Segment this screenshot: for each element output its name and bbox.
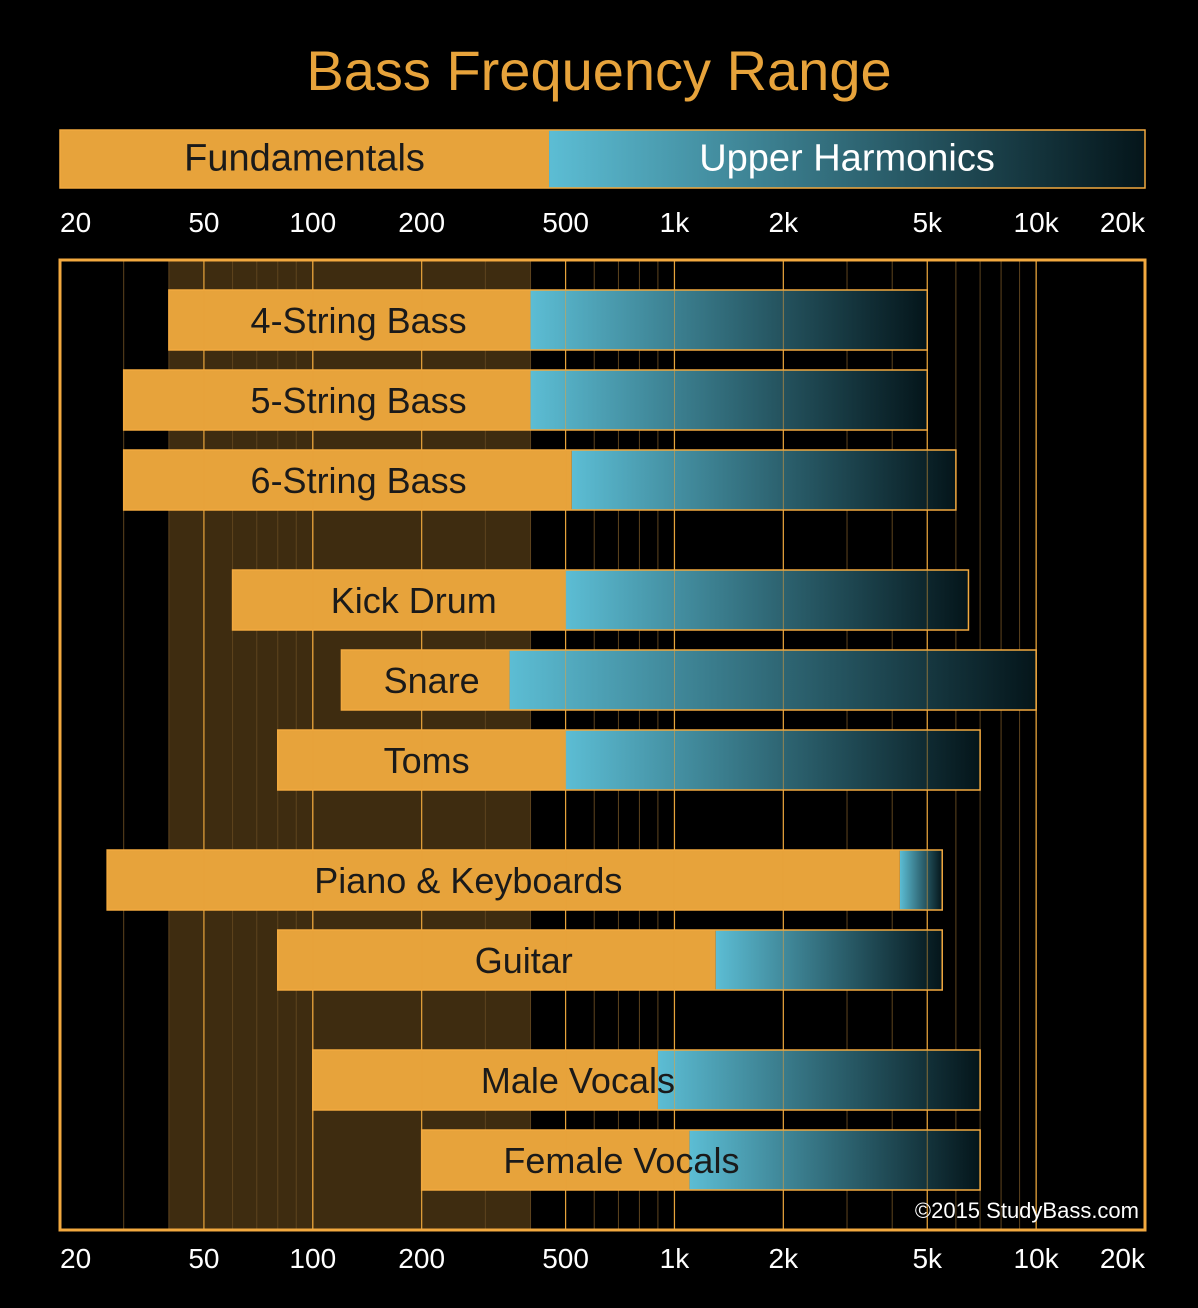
- instrument-label: Piano & Keyboards: [314, 860, 622, 901]
- instrument-row: Kick Drum: [233, 570, 969, 630]
- instrument-label: Guitar: [475, 940, 573, 981]
- instrument-label: Female Vocals: [503, 1140, 739, 1181]
- axis-tick-bottom: 1k: [660, 1243, 691, 1274]
- axis-tick-bottom: 20k: [1100, 1243, 1146, 1274]
- axis-tick-top: 10k: [1014, 207, 1060, 238]
- axis-tick-top: 2k: [769, 207, 800, 238]
- axis-tick-bottom: 500: [542, 1243, 589, 1274]
- axis-tick-top: 200: [398, 207, 445, 238]
- axis-tick-top: 5k: [912, 207, 943, 238]
- copyright-text: ©2015 StudyBass.com: [915, 1198, 1139, 1223]
- harmonics-bar: [566, 730, 981, 790]
- instrument-row: Male Vocals: [313, 1050, 980, 1110]
- instrument-row: Snare: [341, 650, 1036, 710]
- axis-tick-top: 100: [289, 207, 336, 238]
- harmonics-bar: [572, 450, 956, 510]
- instrument-row: 5-String Bass: [124, 370, 928, 430]
- axis-tick-bottom: 20: [60, 1243, 91, 1274]
- axis-tick-bottom: 10k: [1014, 1243, 1060, 1274]
- axis-tick-bottom: 5k: [912, 1243, 943, 1274]
- instrument-label: 6-String Bass: [251, 460, 467, 501]
- instrument-label: Kick Drum: [331, 580, 497, 621]
- harmonics-bar: [716, 930, 943, 990]
- axis-tick-top: 500: [542, 207, 589, 238]
- harmonics-bar: [566, 570, 969, 630]
- axis-tick-top: 1k: [660, 207, 691, 238]
- instrument-row: Toms: [278, 730, 980, 790]
- chart-title: Bass Frequency Range: [306, 39, 891, 102]
- axis-tick-top: 20: [60, 207, 91, 238]
- instrument-row: Guitar: [278, 930, 942, 990]
- instrument-row: Female Vocals: [422, 1130, 980, 1190]
- instrument-row: 6-String Bass: [124, 450, 956, 510]
- instrument-label: Male Vocals: [481, 1060, 675, 1101]
- frequency-range-chart: Bass Frequency Range Fundamentals Upper Ha…: [0, 0, 1198, 1308]
- instrument-label: 5-String Bass: [251, 380, 467, 421]
- instrument-label: 4-String Bass: [251, 300, 467, 341]
- harmonics-bar: [658, 1050, 980, 1110]
- instrument-label: Toms: [384, 740, 470, 781]
- axis-tick-bottom: 2k: [769, 1243, 800, 1274]
- axis-tick-bottom: 200: [398, 1243, 445, 1274]
- axis-tick-top: 50: [188, 207, 219, 238]
- harmonics-bar: [510, 650, 1037, 710]
- axis-tick-bottom: 50: [188, 1243, 219, 1274]
- legend-right-label: Upper Harmonics: [699, 138, 995, 180]
- instrument-row: 4-String Bass: [169, 290, 927, 350]
- harmonics-bar: [900, 850, 942, 910]
- instrument-row: Piano & Keyboards: [107, 850, 942, 910]
- instrument-label: Snare: [384, 660, 480, 701]
- harmonics-bar: [531, 370, 928, 430]
- legend-left-label: Fundamentals: [184, 138, 425, 180]
- harmonics-bar: [531, 290, 928, 350]
- axis-tick-top: 20k: [1100, 207, 1146, 238]
- axis-tick-bottom: 100: [289, 1243, 336, 1274]
